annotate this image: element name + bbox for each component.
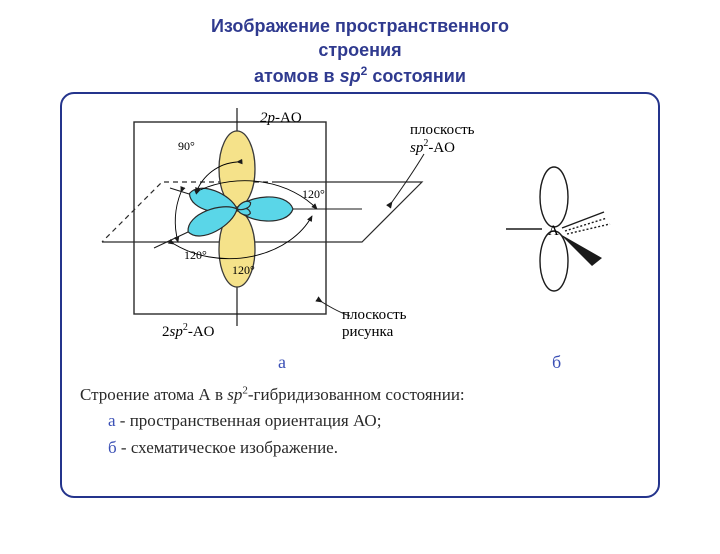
sp2AO-axis-label: 2sp2-AO: [162, 322, 215, 340]
schematic-bond-back: [562, 212, 610, 234]
plane-sp2-label-a: плоскость: [410, 122, 475, 138]
schematic-lobe-top: [540, 167, 568, 227]
angle-120r-label: 120°: [302, 187, 325, 201]
caption-line-b: б - схематическое изображение.: [80, 435, 640, 461]
angle-90-label: 90°: [178, 139, 195, 153]
caption: Строение атома А в sp2-гибридизованном с…: [80, 382, 640, 461]
caption-line1: Строение атома А в sp2-гибридизованном с…: [80, 382, 640, 408]
panel-letter-a: а: [278, 352, 286, 373]
plane-sp2-label-b: sp2-AO: [410, 138, 455, 156]
caption-letter-b: б: [108, 438, 117, 457]
heading-line2: строения: [318, 40, 401, 60]
heading-line3: атомов в sp2 состоянии: [254, 66, 466, 86]
callout-plane-sp2: [392, 154, 424, 202]
diagram-svg-wrap: 90° 120° 120° 120° 2p-AO 2sp2-AO плоскос…: [62, 94, 658, 364]
pAO-label: 2p-AO: [260, 110, 302, 126]
panel-letter-b: б: [552, 352, 561, 373]
diagram-svg: 90° 120° 120° 120° 2p-AO 2sp2-AO плоскос…: [62, 94, 658, 364]
angle-120bl-label: 120°: [184, 248, 207, 262]
caption-letter-a: а: [108, 411, 116, 430]
schematic-lobe-bottom: [540, 231, 568, 291]
schematic-b: A: [506, 167, 610, 291]
heading-line1: Изображение пространственного: [211, 16, 509, 36]
schematic-bond-front: [560, 234, 602, 266]
figure-frame: 90° 120° 120° 120° 2p-AO 2sp2-AO плоскос…: [60, 92, 660, 498]
angle-arc-120bl: [175, 192, 181, 242]
drawing-plane-label-b: рисунка: [342, 324, 394, 340]
angle-120bc-label: 120°: [232, 263, 255, 277]
drawing-plane-label-a: плоскость: [342, 307, 407, 323]
caption-line-a: а - пространственная ориентация АО;: [80, 408, 640, 434]
schematic-atom-label: A: [548, 223, 559, 239]
heading: Изображение пространственного строения а…: [100, 14, 620, 88]
